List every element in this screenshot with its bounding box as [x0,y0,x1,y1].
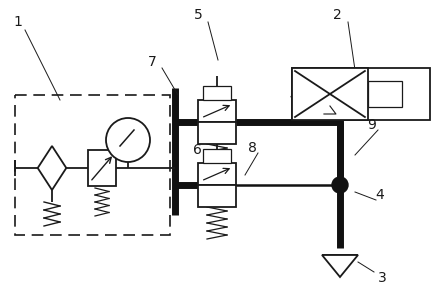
Bar [198,122,236,144]
Text: 3: 3 [377,271,386,285]
Bar [15,95,170,235]
Bar [292,68,430,120]
Polygon shape [322,255,358,277]
Text: 9: 9 [368,118,377,132]
Bar [203,149,231,163]
Bar [198,163,236,185]
Bar [203,86,231,100]
Polygon shape [38,146,66,190]
Text: 4: 4 [376,188,385,202]
Text: 7: 7 [148,55,156,69]
Circle shape [106,118,150,162]
Circle shape [332,177,348,193]
Bar [198,185,236,207]
Text: 8: 8 [248,141,256,155]
Bar [368,81,402,107]
Text: 1: 1 [14,15,23,29]
Bar [198,100,236,122]
Text: 2: 2 [333,8,342,22]
Bar [292,68,368,120]
Text: 5: 5 [194,8,202,22]
Bar [88,150,116,186]
Text: 6: 6 [193,143,202,157]
